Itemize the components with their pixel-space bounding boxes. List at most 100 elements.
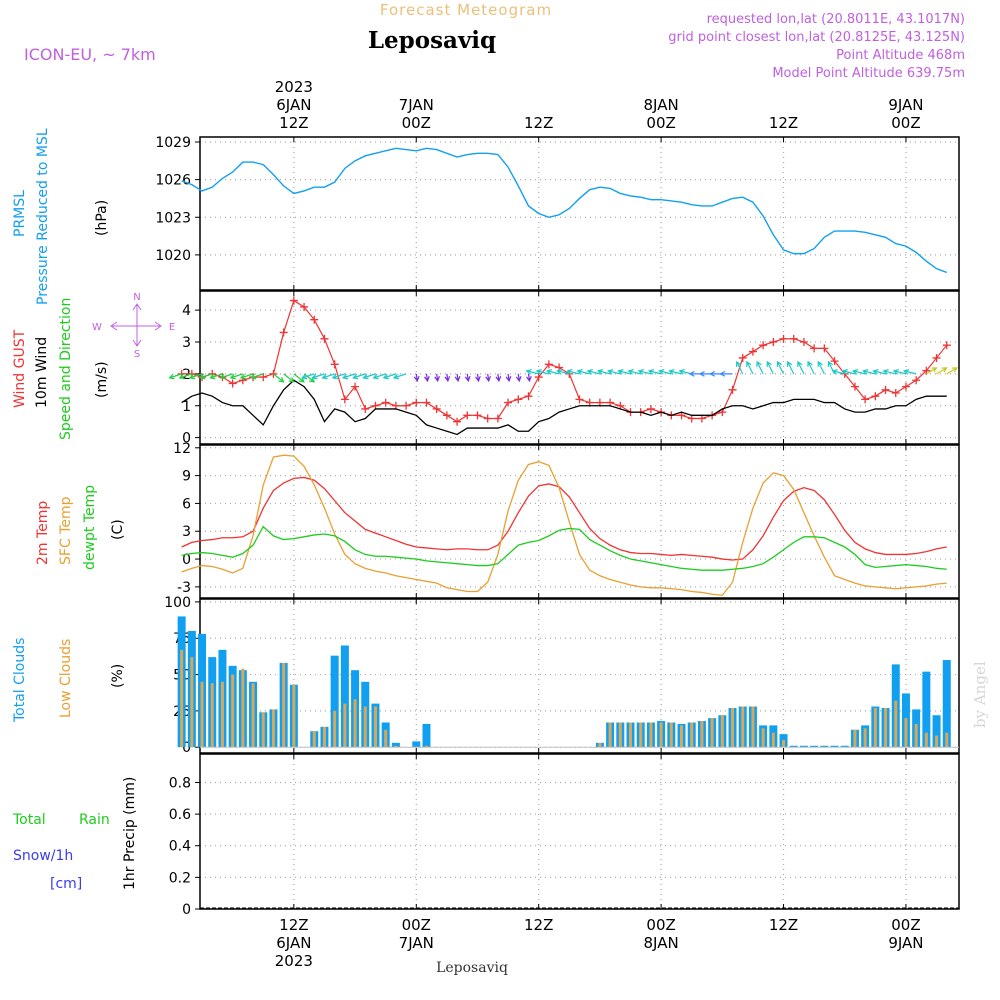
wind-direction-arrow <box>505 373 512 383</box>
low-cloud-bar <box>180 649 184 748</box>
low-cloud-bar <box>914 723 918 748</box>
gust-marker <box>575 395 584 404</box>
y-tick-label: 1026 <box>155 173 191 189</box>
low-cloud-bar <box>863 728 867 748</box>
p5-snow-label: Snow/1h <box>13 848 73 864</box>
total-cloud-bar <box>412 741 421 748</box>
compass-w: W <box>92 322 102 333</box>
t2m-line <box>181 476 947 561</box>
gust-marker <box>544 360 553 369</box>
wind-direction-arrow <box>372 373 386 380</box>
wind-direction-arrow <box>872 369 886 375</box>
plot-layer: 102010231026102901234-303691202550751000… <box>155 78 960 970</box>
low-cloud-bar <box>782 739 786 748</box>
low-cloud-bar <box>659 722 663 748</box>
bottom-axis-time: 00Z <box>891 916 920 934</box>
gust-marker <box>402 401 411 410</box>
p5-cm-label: [cm] <box>50 876 82 892</box>
wind-direction-arrow <box>293 373 305 383</box>
wind-direction-arrow <box>515 373 522 383</box>
compass-n: N <box>133 292 140 303</box>
p5-total-label: Total <box>12 812 46 828</box>
low-cloud-bar <box>271 709 275 748</box>
wind-direction-arrow <box>525 369 539 375</box>
total-cloud-bar <box>932 715 941 748</box>
y-tick-label: -3 <box>177 580 191 596</box>
p5-unit-label: 1hr Precip (mm) <box>122 777 138 890</box>
gust-marker <box>361 404 370 413</box>
grid-lonlat: grid point closest lon,lat (20.8125E, 43… <box>668 30 965 45</box>
low-cloud-bar <box>292 684 296 748</box>
top-axis-year: 2023 <box>275 78 313 96</box>
gust-marker <box>891 389 900 397</box>
panel-frame <box>199 753 960 910</box>
panel-frame <box>199 598 960 754</box>
gust-marker <box>810 344 819 353</box>
gust-marker <box>300 302 309 311</box>
bottom-axis-time: 00Z <box>402 916 431 934</box>
wind-direction-arrow <box>273 373 285 383</box>
low-cloud-bar <box>200 681 204 748</box>
wind-direction-arrow <box>454 373 461 383</box>
bottom-axis-date: 6JAN <box>276 934 311 952</box>
gust-marker <box>759 341 768 350</box>
wind-direction-arrow <box>719 370 733 377</box>
wind-direction-arrow <box>311 373 325 380</box>
y-tick-label: 1029 <box>155 135 191 151</box>
bottom-axis-time: 12Z <box>769 916 798 934</box>
low-cloud-bar <box>241 668 245 748</box>
top-axis-time: 12Z <box>769 114 798 132</box>
top-axis-time: 00Z <box>402 114 431 132</box>
y-tick-label: 0 <box>182 740 191 756</box>
wind-direction-arrow <box>817 360 825 375</box>
requested-lonlat: requested lon,lat (20.8011E, 43.1017N) <box>707 12 965 27</box>
y-tick-label: 1020 <box>155 248 191 264</box>
wind-direction-arrow <box>362 373 376 380</box>
wind-direction-arrow <box>882 369 896 375</box>
wind-direction-arrow <box>735 360 744 375</box>
low-cloud-bar <box>629 722 633 748</box>
compass-s: S <box>134 349 140 360</box>
low-cloud-bar <box>873 707 877 748</box>
bottom-axis-time: 12Z <box>279 916 308 934</box>
wind-direction-arrow <box>766 360 774 375</box>
wind-speed-line <box>181 379 947 436</box>
p3-unit-label: (C) <box>110 519 126 540</box>
top-axis-time: 12Z <box>524 114 553 132</box>
gust-marker <box>483 414 492 423</box>
wind-direction-arrow <box>756 360 764 375</box>
gust-marker <box>728 385 737 394</box>
low-cloud-bar <box>251 683 255 748</box>
gust-marker <box>830 357 839 366</box>
wind-direction-arrow <box>434 373 440 383</box>
panel-5: 0 0.2 0.4 0.6 0.8 <box>169 753 960 918</box>
p1-prmsl-label: PRMSL <box>12 190 28 237</box>
wind-direction-arrow <box>936 367 948 375</box>
low-cloud-bar <box>343 703 347 748</box>
top-axis-date: 9JAN <box>888 96 923 114</box>
wind-direction-arrow <box>178 373 193 380</box>
wind-direction-arrow <box>188 373 203 380</box>
wind-direction-arrow <box>526 373 532 383</box>
panel-3: -3 0 3 6 9 12 <box>173 441 960 599</box>
y-tick-label: 12 <box>173 441 191 457</box>
compass-e: E <box>169 322 175 333</box>
gust-marker <box>463 411 472 420</box>
panel-frame <box>199 290 960 445</box>
p4-low-label: Low Clouds <box>58 639 74 718</box>
p1-unit-label: (hPa) <box>94 200 110 236</box>
low-cloud-bar <box>312 731 316 748</box>
y-tick-label: 3 <box>182 524 191 540</box>
p4-unit-label: (%) <box>110 664 126 688</box>
panel-frame <box>199 136 960 291</box>
footer-station: Leposaviq <box>436 960 508 976</box>
low-cloud-bar <box>394 745 398 748</box>
y-tick-label: 4 <box>182 303 191 319</box>
gust-marker <box>432 404 441 413</box>
low-cloud-bar <box>761 728 765 748</box>
low-cloud-bar <box>884 707 888 748</box>
gust-marker <box>850 382 859 391</box>
wind-direction-arrow <box>926 367 938 375</box>
wind-direction-arrow <box>444 373 451 383</box>
total-cloud-bar <box>942 660 951 748</box>
